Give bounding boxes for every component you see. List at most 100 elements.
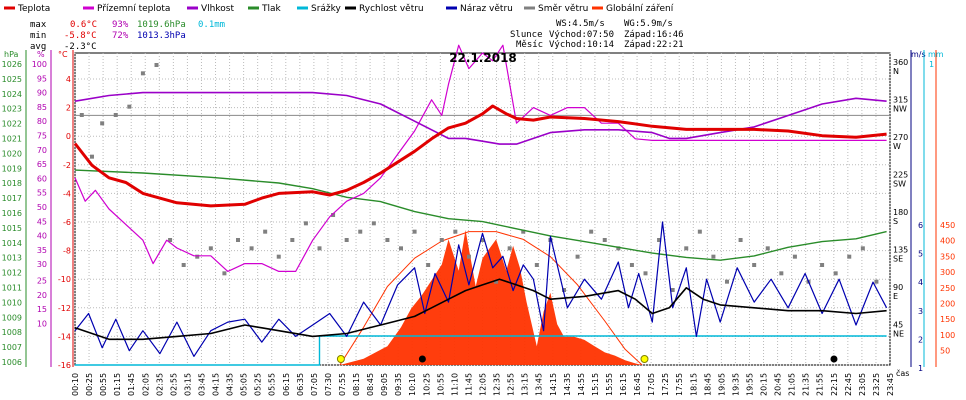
- wind-direction-point: [833, 271, 838, 276]
- stats-avg-temp: -2.3°C: [64, 42, 97, 52]
- x-tick-label: 19:55: [745, 373, 754, 396]
- axis-pct-tick: 55: [37, 189, 47, 198]
- wind-direction-point: [494, 279, 499, 284]
- stats-max-press: 1019.6hPa: [137, 20, 186, 30]
- legend-label-5: Rychlost větru: [359, 4, 424, 14]
- wind-direction-point: [616, 246, 621, 251]
- wind-direction-point: [303, 221, 308, 226]
- x-tick-label: 00:25: [85, 373, 94, 396]
- wind-direction-point: [168, 238, 173, 242]
- axis-pct-unit: %: [37, 50, 45, 59]
- axis-pct-tick: 100: [32, 60, 47, 69]
- x-axis: 00:10 00:25 00:55 01:15 01:45 02:05 02:35 02:55…: [71, 368, 909, 396]
- series-wind-gust: [74, 221, 888, 357]
- legend-label-2: Vlhkost: [201, 4, 234, 14]
- sun-rise-marker: [336, 355, 345, 363]
- moon-rise-marker: [418, 355, 426, 363]
- x-tick-label: 00:55: [99, 373, 108, 396]
- wind-direction-point: [670, 288, 675, 292]
- info-block: WS:4.5m/s WG:5.9m/s Slunce Východ:07:50 …: [510, 19, 684, 50]
- axis-dir-label: NW: [893, 105, 907, 114]
- x-tick-label: 19:35: [731, 373, 740, 396]
- axis-dir-deg: 225: [893, 171, 908, 180]
- axis-pct-tick: 90: [37, 89, 47, 98]
- wind-direction-point: [154, 63, 159, 67]
- wind-direction-point: [385, 238, 390, 242]
- wind-direction-point: [79, 113, 84, 117]
- axis-pct-tick: 35: [37, 246, 47, 255]
- axis-ms-tick: 4: [918, 278, 923, 287]
- info-moon-set: Západ:22:21: [624, 40, 684, 50]
- axis-wm2-tick: 200: [940, 300, 955, 309]
- x-tick-label: 18:15: [689, 373, 698, 396]
- x-tick-label: 05:25: [254, 373, 263, 396]
- axis-hpa-tick: 1006: [2, 358, 22, 367]
- wind-direction-point: [725, 279, 729, 284]
- stats-min-press: 1013.3hPa: [137, 31, 186, 41]
- wind-direction-point: [874, 279, 879, 284]
- x-tick-label: 12:55: [507, 373, 516, 396]
- series-pressure: [74, 169, 887, 261]
- axis-wm2-tick: 350: [940, 252, 955, 261]
- stats-max-rain: 0.1mm: [198, 20, 225, 30]
- wind-direction-point: [331, 213, 336, 217]
- plot-area: [73, 44, 891, 366]
- moon-set-marker: [830, 355, 838, 363]
- series-temperature: [73, 104, 887, 208]
- axis-ms-unit: m/s: [911, 50, 926, 59]
- wind-direction-point: [860, 246, 865, 251]
- x-tick-label: 02:05: [141, 373, 150, 396]
- stats-max-label: max: [30, 20, 47, 30]
- axis-hpa-tick: 1007: [2, 343, 22, 352]
- x-tick-label: 23:05: [858, 373, 867, 396]
- legend-label-0: Teplota: [17, 4, 50, 14]
- wind-direction-point: [453, 229, 458, 234]
- wind-direction-point: [140, 71, 145, 76]
- axis-ms-tick: 1: [918, 364, 923, 373]
- wind-direction-point: [711, 254, 716, 259]
- axis-pct-tick: 60: [37, 174, 47, 183]
- x-tick-label: 18:45: [703, 373, 712, 396]
- axis-c-tick: -6: [63, 218, 71, 227]
- axis-hpa-tick: 1016: [2, 209, 22, 218]
- wind-direction-point: [263, 229, 268, 234]
- wind-direction-point: [399, 246, 403, 251]
- x-tick-label: 15:55: [605, 373, 614, 396]
- axis-dir-label: SW: [893, 180, 906, 189]
- wind-direction-point: [562, 288, 566, 292]
- axis-wm2-tick: 300: [940, 268, 955, 277]
- axis-hpa-tick: 1014: [2, 239, 22, 248]
- x-tick-label: 17:05: [647, 373, 656, 396]
- x-tick-label: 14:35: [563, 373, 572, 396]
- wind-direction-point: [466, 254, 471, 259]
- wind-direction-point: [208, 246, 213, 251]
- axis-pct-tick: 70: [37, 146, 47, 155]
- x-tick-label: 05:05: [240, 373, 249, 396]
- info-moon-rise: Východ:10:14: [549, 40, 614, 50]
- x-tick-label: 12:35: [493, 373, 502, 396]
- axis-c-unit: °C: [58, 50, 68, 59]
- x-tick-label: 05:55: [268, 373, 277, 396]
- axis-dir-label: W: [893, 142, 901, 151]
- legend-label-1: Přízemní teplota: [97, 4, 170, 14]
- axis-dir-label: NE: [893, 330, 904, 339]
- wind-direction-point: [738, 238, 743, 242]
- x-tick-label: 22:15: [830, 373, 839, 396]
- axis-wm2-tick: 50: [940, 347, 950, 356]
- x-tick-label: 10:10: [408, 373, 417, 396]
- x-tick-label: 17:25: [661, 373, 670, 396]
- x-tick-label: 06:35: [296, 373, 305, 396]
- x-tick-label: 08:45: [366, 373, 375, 396]
- axis-dir-deg: 180: [893, 208, 908, 217]
- x-tick-label: 14:55: [577, 373, 586, 396]
- legend-label-6: Náraz větru: [460, 4, 513, 14]
- x-tick-label: 01:15: [113, 373, 122, 396]
- axis-pct-tick: 65: [37, 160, 47, 169]
- axis-pct-tick: 75: [37, 132, 47, 141]
- wind-direction-point: [697, 229, 702, 234]
- wind-direction-point: [792, 254, 797, 259]
- chart-title: 22.1.2018: [449, 51, 517, 65]
- wind-direction-point: [657, 238, 662, 242]
- stats-min-label: min: [30, 31, 46, 41]
- wind-direction-point: [820, 263, 825, 267]
